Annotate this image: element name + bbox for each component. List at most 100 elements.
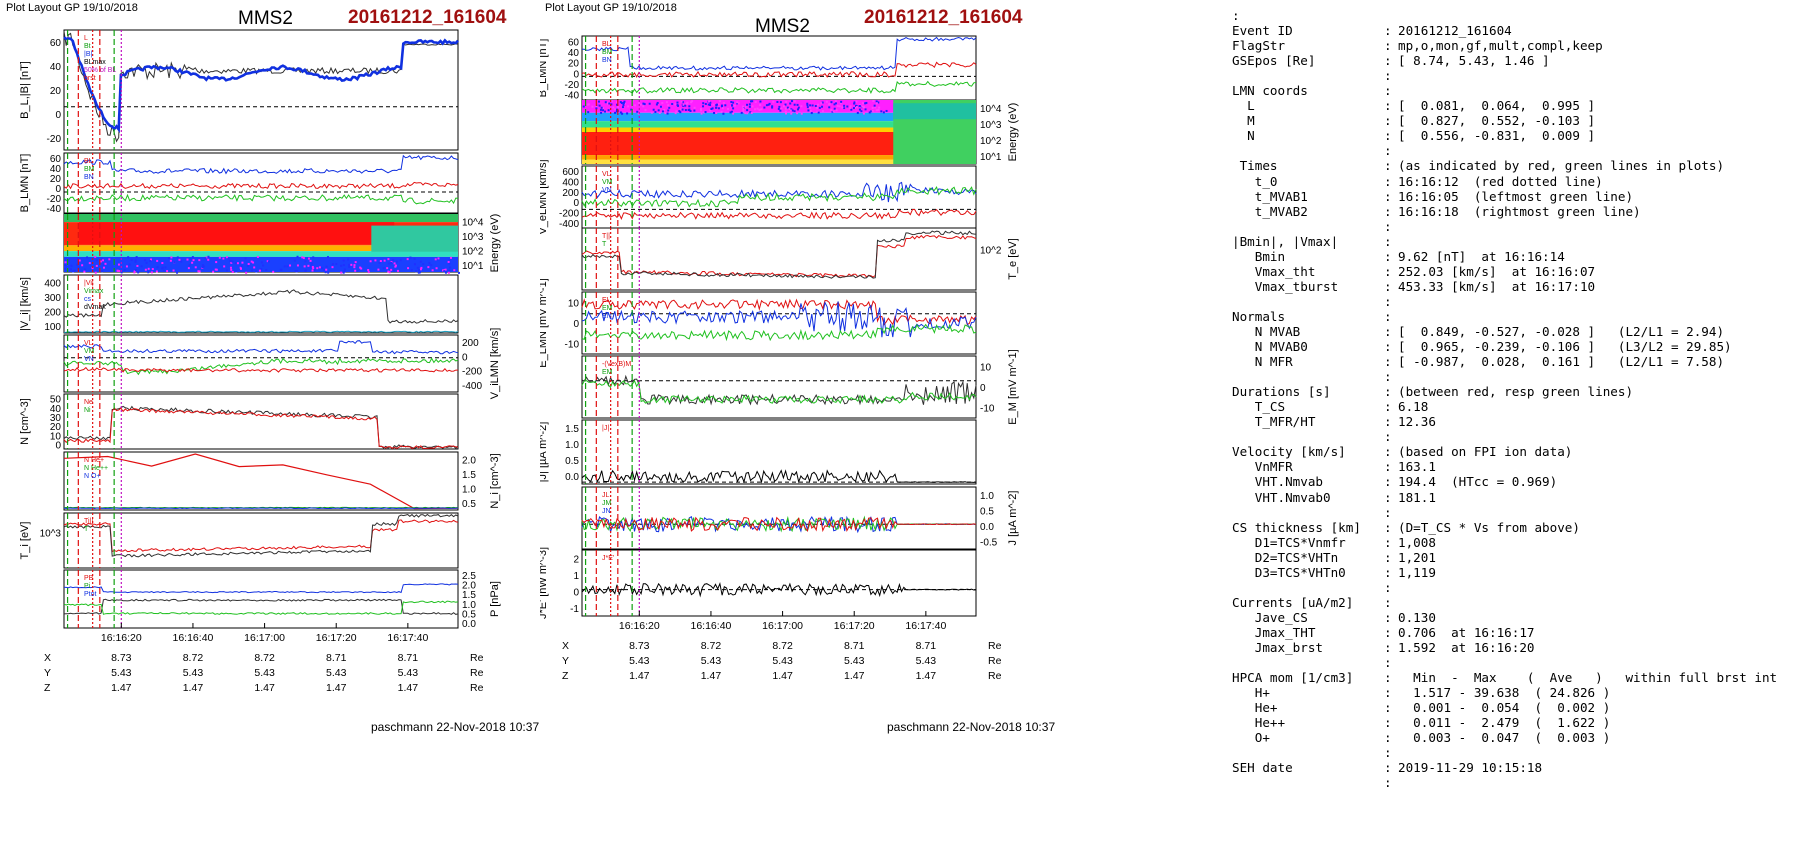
info-value: 9.62 [nT] at 16:16:14 bbox=[1398, 248, 1565, 264]
info-key: Jmax_brst bbox=[1232, 639, 1323, 655]
info-key: N MVAB0 bbox=[1232, 339, 1308, 355]
spectrogram-noise bbox=[619, 111, 622, 114]
spectrogram-noise bbox=[806, 106, 809, 109]
spectrogram-noise bbox=[750, 111, 753, 114]
spectrogram-noise bbox=[808, 106, 811, 109]
info-sep: : bbox=[1384, 203, 1392, 219]
spectrogram-noise bbox=[675, 110, 678, 113]
y-tick-label: 10^2 bbox=[980, 136, 1002, 147]
spectrogram-noise bbox=[582, 105, 585, 108]
spectrogram-noise bbox=[724, 104, 727, 107]
info-row: Normals: bbox=[1232, 309, 1777, 324]
spectrogram-noise bbox=[690, 101, 693, 104]
info-value: 16:16:05 (leftmost green line) bbox=[1398, 188, 1634, 204]
spectrogram-noise bbox=[151, 268, 154, 271]
spectrogram-noise bbox=[702, 105, 705, 108]
spectrogram-noise bbox=[875, 100, 878, 103]
y-tick-label: 0 bbox=[55, 440, 61, 451]
spectrogram-noise bbox=[396, 269, 399, 272]
spectrogram-noise bbox=[150, 258, 153, 261]
spectrogram-noise bbox=[340, 264, 343, 267]
spectrogram-noise bbox=[597, 100, 600, 103]
spectrogram-noise bbox=[868, 111, 871, 114]
spectrogram-noise bbox=[88, 262, 91, 265]
spectrogram-noise bbox=[659, 105, 662, 108]
legend-entry: BL bbox=[84, 158, 93, 165]
spectrogram-noise bbox=[821, 105, 824, 108]
right-footer: paschmann 22-Nov-2018 10:37 bbox=[887, 720, 1056, 734]
spectrogram-noise bbox=[780, 107, 783, 110]
spectrogram-noise bbox=[655, 103, 658, 106]
spectrogram-noise bbox=[325, 265, 328, 268]
info-key bbox=[1232, 775, 1384, 790]
info-row: Jave_CS:0.130 bbox=[1232, 610, 1777, 625]
spectrogram-noise bbox=[240, 267, 243, 270]
x-tick-label: 16:17:20 bbox=[316, 632, 357, 644]
info-value: [ -0.987, 0.028, 0.161 ] (L2/L1 = 7.58) bbox=[1398, 354, 1725, 370]
spectrogram-noise bbox=[782, 105, 785, 108]
spectrogram-noise bbox=[702, 102, 705, 105]
info-row: Jmax_THT:0.706 at 16:16:17 bbox=[1232, 625, 1777, 640]
spectrogram-noise bbox=[447, 271, 450, 274]
spectrogram-noise bbox=[731, 104, 734, 107]
spectrogram-noise bbox=[161, 262, 164, 265]
spectrogram-noise bbox=[145, 261, 148, 264]
spectrogram-noise bbox=[684, 104, 687, 107]
info-value: 0.011 - 2.479 ( 1.622 ) bbox=[1398, 715, 1611, 731]
spectrogram-noise bbox=[830, 101, 833, 104]
spectrogram-noise bbox=[149, 260, 152, 263]
spectrogram-noise bbox=[69, 268, 72, 271]
spectrogram-noise bbox=[140, 265, 143, 268]
spectrogram-noise bbox=[377, 268, 380, 271]
spectrogram-noise bbox=[393, 269, 396, 272]
series-line-pb bbox=[63, 583, 459, 594]
spectrogram-noise bbox=[838, 105, 841, 108]
legend-entry: Pi bbox=[84, 583, 91, 590]
spectrogram-noise bbox=[180, 260, 183, 263]
spectrogram-noise bbox=[387, 262, 390, 265]
spectrogram-noise bbox=[687, 109, 690, 112]
spectrogram-noise bbox=[790, 100, 793, 103]
spectrogram-noise bbox=[663, 108, 666, 111]
spectrogram-noise bbox=[322, 269, 325, 272]
right-event-title: 20161212_161604 bbox=[864, 7, 1023, 28]
spectrogram-noise bbox=[680, 100, 683, 103]
info-value: [ 0.081, 0.064, 0.995 ] bbox=[1398, 98, 1596, 114]
series-line-vl bbox=[581, 181, 977, 203]
y-tick-label: 0 bbox=[573, 319, 579, 330]
info-key: CS thickness [km] bbox=[1232, 519, 1361, 535]
panel-frame bbox=[581, 291, 977, 355]
spectrogram-noise bbox=[101, 270, 104, 273]
y-tick-label: 200 bbox=[44, 307, 61, 318]
spectrogram-noise bbox=[721, 107, 724, 110]
info-row: |Bmin|, |Vmax|: bbox=[1232, 234, 1777, 249]
ephem-value: 1.47 bbox=[772, 670, 793, 682]
x-tick-label: 16:16:40 bbox=[173, 632, 214, 644]
spectrogram-noise bbox=[852, 107, 855, 110]
spectrogram-noise bbox=[856, 106, 859, 109]
spectrogram-noise bbox=[202, 264, 205, 267]
series-line-nop bbox=[63, 507, 459, 510]
spectrogram-noise bbox=[302, 257, 305, 260]
series-line-bm bbox=[581, 61, 977, 78]
spectrogram-noise bbox=[173, 261, 176, 264]
legend-entry: Ptot bbox=[84, 591, 97, 598]
info-key: t_0 bbox=[1232, 173, 1278, 189]
y-tick-label: -40 bbox=[565, 91, 580, 102]
spectrogram-noise bbox=[204, 257, 207, 260]
spectrogram-noise bbox=[709, 101, 712, 104]
info-value: [ 0.965, -0.239, -0.106 ] (L3/L2 = 29.85… bbox=[1398, 339, 1732, 355]
spectrogram-noise bbox=[800, 112, 803, 115]
spectrogram-noise bbox=[94, 255, 97, 258]
spectrogram-noise bbox=[839, 102, 842, 105]
spectrogram-noise bbox=[711, 107, 714, 110]
series-line-vm bbox=[63, 357, 459, 376]
legend-entry: EL bbox=[602, 297, 611, 304]
spectrogram-noise bbox=[301, 256, 304, 259]
y-tick-label: 0 bbox=[573, 69, 579, 80]
spectrogram-noise bbox=[611, 100, 614, 103]
spectrogram-noise bbox=[394, 264, 397, 267]
info-value: 0.130 bbox=[1398, 609, 1436, 625]
info-row: N MVAB0: [ 0.965, -0.239, -0.106 ] (L3/L2… bbox=[1232, 339, 1777, 354]
y-axis-label: J*E' [nW m^-3] bbox=[540, 547, 549, 619]
